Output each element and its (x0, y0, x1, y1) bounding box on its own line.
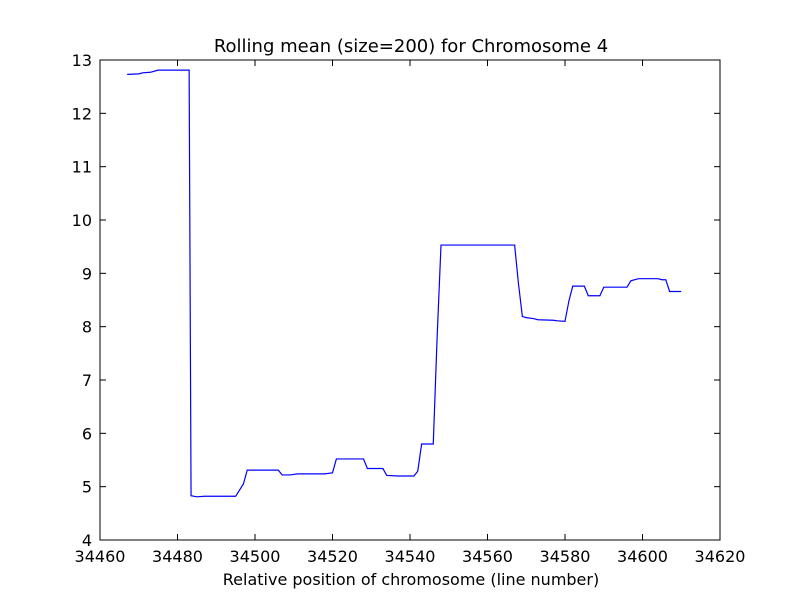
x-tick-label: 34620 (695, 547, 746, 566)
x-tick-label: 34580 (540, 547, 591, 566)
y-tick-label: 7 (82, 371, 92, 390)
x-tick-label: 34500 (230, 547, 281, 566)
y-tick-label: 4 (82, 531, 92, 550)
y-tick-label: 10 (72, 211, 92, 230)
series-line (127, 69, 682, 498)
chart-title: Rolling mean (size=200) for Chromosome 4 (214, 36, 608, 57)
x-axis-label: Relative position of chromosome (line nu… (223, 570, 599, 589)
y-tick-label: 13 (72, 51, 92, 70)
y-tick-label: 6 (82, 424, 92, 443)
y-tick-label: 8 (82, 318, 92, 337)
plot-area-frame (99, 59, 721, 541)
y-tick-label: 9 (82, 264, 92, 283)
x-tick-label: 34560 (462, 547, 513, 566)
x-tick-label: 34540 (385, 547, 436, 566)
y-axis-ticks: 4 5 6 7 8 9 10 11 12 13 (72, 51, 720, 550)
y-tick-label: 12 (72, 104, 92, 123)
x-tick-label: 34520 (307, 547, 358, 566)
x-tick-label: 34480 (152, 547, 203, 566)
y-tick-label: 5 (82, 478, 92, 497)
x-tick-label: 34460 (75, 547, 126, 566)
x-axis-ticks: 34460 34480 34500 34520 34540 34560 34580 34600… (75, 60, 746, 566)
y-tick-label: 11 (72, 158, 92, 177)
x-tick-label: 34600 (617, 547, 668, 566)
